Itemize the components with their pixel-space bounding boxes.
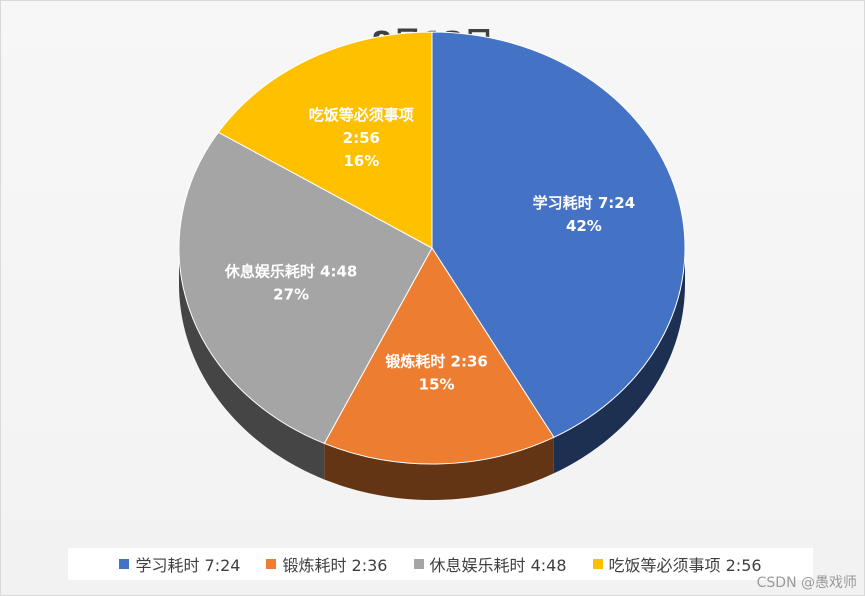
chart-legend: 学习耗时 7:24 锻炼耗时 2:36 休息娱乐耗时 4:48 吃饭等必须事项 …	[68, 548, 813, 580]
legend-swatch-study	[119, 559, 130, 569]
pie-slices	[178, 31, 686, 465]
pie-slice-exercise	[323, 247, 555, 465]
data-label-meals-time: 2:56	[343, 129, 380, 147]
pie-slice-leisure	[178, 131, 433, 445]
legend-item-exercise: 锻炼耗时 2:36	[266, 552, 388, 576]
data-label-study-percent: 42%	[566, 217, 602, 235]
pie-side-exercise	[324, 437, 554, 500]
pie-side-study	[553, 248, 685, 474]
watermark: CSDN @愚戏师	[756, 575, 857, 591]
data-label-meals-percent: 16%	[343, 152, 379, 170]
legend-label-leisure: 休息娱乐耗时 4:48	[429, 556, 567, 575]
legend-swatch-meals	[592, 559, 603, 569]
data-label-exercise-percent: 15%	[419, 376, 455, 394]
pie-side-leisure	[179, 248, 325, 480]
legend-item-study: 学习耗时 7:24	[119, 552, 240, 576]
legend-swatch-leisure	[413, 559, 424, 569]
pie-side-walls	[179, 248, 685, 500]
legend-item-meals: 吃饭等必须事项 2:56	[592, 552, 762, 576]
legend-swatch-exercise	[266, 559, 277, 569]
pie-data-labels: 学习耗时 7:24 42% 锻炼耗时 2:36 15% 休息娱乐耗时 4:48 27% 吃饭…	[224, 106, 635, 394]
data-label-leisure-percent: 27%	[273, 286, 309, 304]
legend-label-exercise: 锻炼耗时 2:36	[282, 556, 388, 575]
legend-item-leisure: 休息娱乐耗时 4:48	[413, 552, 567, 576]
data-label-exercise-name-time: 锻炼耗时 2:36	[385, 353, 488, 371]
legend-label-study: 学习耗时 7:24	[135, 556, 241, 575]
pie-slice-study	[431, 31, 686, 438]
data-label-meals-name: 吃饭等必须事项	[309, 106, 414, 124]
data-label-study-name-time: 学习耗时 7:24	[533, 194, 636, 212]
data-label-leisure-name-time: 休息娱乐耗时 4:48	[224, 263, 358, 281]
pie-slice-meals	[217, 31, 433, 249]
legend-label-meals: 吃饭等必须事项 2:56	[608, 556, 762, 575]
